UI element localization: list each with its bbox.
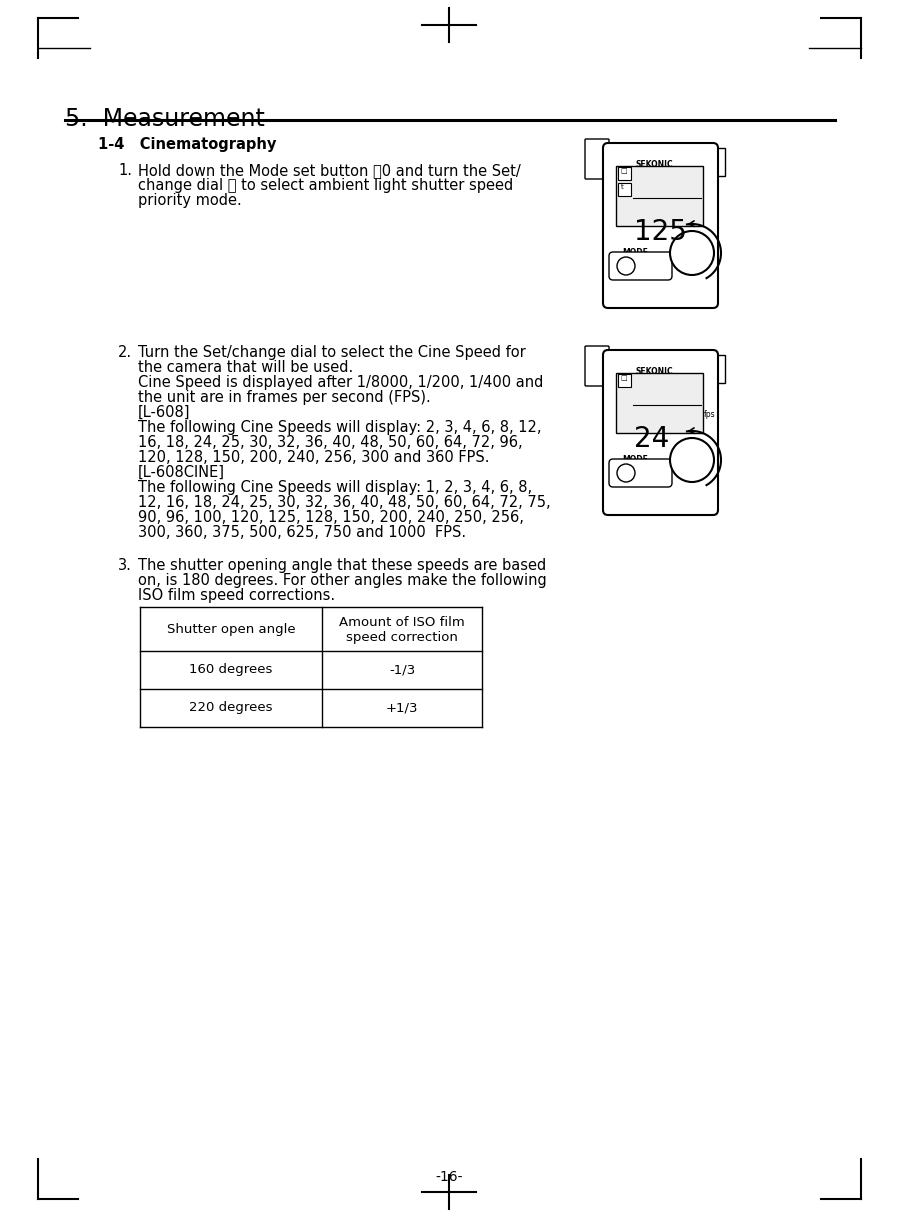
Text: Turn the Set/change dial to select the Cine Speed for: Turn the Set/change dial to select the C… <box>138 344 526 360</box>
Text: The following Cine Speeds will display: 1, 2, 3, 4, 6, 8,: The following Cine Speeds will display: … <box>138 479 532 495</box>
Text: 125: 125 <box>634 218 687 246</box>
Bar <box>616 166 703 226</box>
Bar <box>616 372 703 433</box>
Text: 90, 96, 100, 120, 125, 128, 150, 200, 240, 250, 256,: 90, 96, 100, 120, 125, 128, 150, 200, 24… <box>138 510 524 525</box>
Text: 300, 360, 375, 500, 625, 750 and 1000  FPS.: 300, 360, 375, 500, 625, 750 and 1000 FP… <box>138 525 466 540</box>
Text: 3.: 3. <box>118 559 132 573</box>
Text: SEKONIC: SEKONIC <box>635 159 672 169</box>
Text: MODE: MODE <box>622 248 648 257</box>
Text: Hold down the Mode set button 0 and turn the Set/: Hold down the Mode set button 0 and tur… <box>138 163 521 178</box>
Text: 1.: 1. <box>118 163 132 178</box>
FancyBboxPatch shape <box>609 459 672 487</box>
Text: The shutter opening angle that these speeds are based: The shutter opening angle that these spe… <box>138 559 547 573</box>
Text: change dial Ⓟ to select ambient light shutter speed: change dial Ⓟ to select ambient light sh… <box>138 178 513 194</box>
FancyBboxPatch shape <box>609 252 672 280</box>
Bar <box>618 183 631 196</box>
Text: the camera that will be used.: the camera that will be used. <box>138 360 353 375</box>
Bar <box>618 167 631 180</box>
Circle shape <box>670 438 714 482</box>
Text: the unit are in frames per second (FPS).: the unit are in frames per second (FPS). <box>138 389 431 405</box>
Bar <box>618 374 631 387</box>
FancyBboxPatch shape <box>585 139 609 179</box>
Text: [L-608]: [L-608] <box>138 405 191 420</box>
Circle shape <box>617 257 635 275</box>
Text: priority mode.: priority mode. <box>138 194 242 208</box>
FancyBboxPatch shape <box>585 346 609 386</box>
FancyBboxPatch shape <box>603 144 718 308</box>
Text: □: □ <box>620 375 627 381</box>
Text: MODE: MODE <box>622 455 648 464</box>
Text: SEKONIC: SEKONIC <box>635 368 672 376</box>
Text: ISO film speed corrections.: ISO film speed corrections. <box>138 588 335 602</box>
Text: 160 degrees: 160 degrees <box>190 663 272 677</box>
Circle shape <box>670 231 714 275</box>
Text: □: □ <box>620 168 627 174</box>
Text: t: t <box>621 184 624 190</box>
Text: fps: fps <box>704 410 716 419</box>
Text: 16, 18, 24, 25, 30, 32, 36, 40, 48, 50, 60, 64, 72, 96,: 16, 18, 24, 25, 30, 32, 36, 40, 48, 50, … <box>138 434 522 450</box>
Text: on, is 180 degrees. For other angles make the following: on, is 180 degrees. For other angles mak… <box>138 573 547 588</box>
Bar <box>711 148 725 176</box>
Text: 24: 24 <box>634 425 669 453</box>
Text: 12, 16, 18, 24, 25, 30, 32, 36, 40, 48, 50, 60, 64, 72, 75,: 12, 16, 18, 24, 25, 30, 32, 36, 40, 48, … <box>138 495 550 510</box>
Text: 1-4   Cinematography: 1-4 Cinematography <box>98 138 276 152</box>
FancyBboxPatch shape <box>603 350 718 515</box>
Bar <box>711 355 725 383</box>
Text: -1/3: -1/3 <box>389 663 415 677</box>
Text: 120, 128, 150, 200, 240, 256, 300 and 360 FPS.: 120, 128, 150, 200, 240, 256, 300 and 36… <box>138 450 489 465</box>
Text: 220 degrees: 220 degrees <box>190 701 272 714</box>
Text: [L-608CINE]: [L-608CINE] <box>138 465 225 479</box>
Text: speed correction: speed correction <box>346 630 458 644</box>
Text: Cine Speed is displayed after 1/8000, 1/200, 1/400 and: Cine Speed is displayed after 1/8000, 1/… <box>138 375 543 389</box>
Text: -16-: -16- <box>435 1170 463 1184</box>
Text: +1/3: +1/3 <box>386 701 418 714</box>
Text: 5.  Measurement: 5. Measurement <box>65 107 265 131</box>
Text: 2.: 2. <box>118 344 132 360</box>
Circle shape <box>617 464 635 482</box>
Text: Shutter open angle: Shutter open angle <box>166 623 295 635</box>
Text: Amount of ISO film: Amount of ISO film <box>339 617 465 629</box>
Text: The following Cine Speeds will display: 2, 3, 4, 6, 8, 12,: The following Cine Speeds will display: … <box>138 420 541 434</box>
